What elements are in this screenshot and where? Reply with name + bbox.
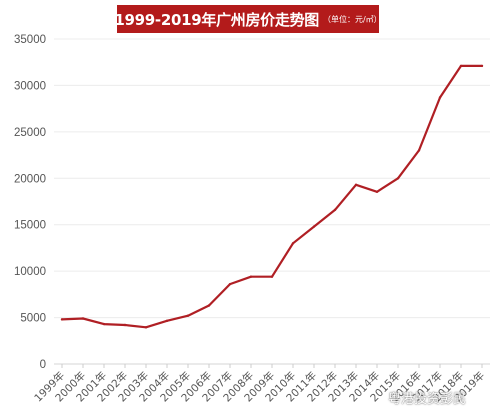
data-point: [81, 317, 85, 320]
chart-title: 1999-2019年广州房价走势图: [114, 10, 319, 29]
y-tick-label: 15000: [14, 220, 46, 232]
data-point: [270, 275, 274, 278]
data-point: [207, 304, 211, 307]
data-point: [249, 275, 253, 278]
y-tick-label: 35000: [14, 34, 46, 46]
y-tick-label: 0: [40, 359, 46, 371]
data-point: [417, 149, 421, 152]
data-point: [396, 177, 400, 180]
y-tick-label: 5000: [20, 313, 46, 325]
data-point: [354, 183, 358, 186]
y-axis-ticks: 0 5000 10000 15000 20000 25000 30000 35000: [14, 34, 46, 371]
data-point: [480, 64, 484, 68]
data-point: [375, 190, 379, 193]
data-point: [123, 323, 127, 327]
data-point: [165, 319, 169, 323]
y-tick-label: 30000: [14, 80, 46, 92]
data-point: [333, 208, 337, 212]
data-point: [144, 326, 148, 329]
data-point: [312, 225, 316, 228]
gridlines: [54, 38, 490, 365]
chart-title-box: 1999-2019年广州房价走势图 （单位：元/㎡）: [114, 5, 382, 33]
y-tick-label: 25000: [14, 127, 46, 139]
y-tick-label: 20000: [14, 173, 46, 185]
data-point: [102, 322, 106, 326]
data-point: [228, 282, 232, 286]
data-point: [186, 314, 190, 317]
data-point: [459, 64, 463, 68]
data-point: [438, 96, 442, 99]
watermark: 粤港投资彭民: [388, 392, 467, 407]
series-line-0: [60, 64, 484, 329]
data-point: [60, 318, 64, 321]
y-tick-label: 10000: [14, 266, 46, 278]
chart-unit-note: （单位：元/㎡）: [322, 14, 382, 24]
data-point: [291, 242, 295, 245]
series-layer: [60, 64, 484, 329]
